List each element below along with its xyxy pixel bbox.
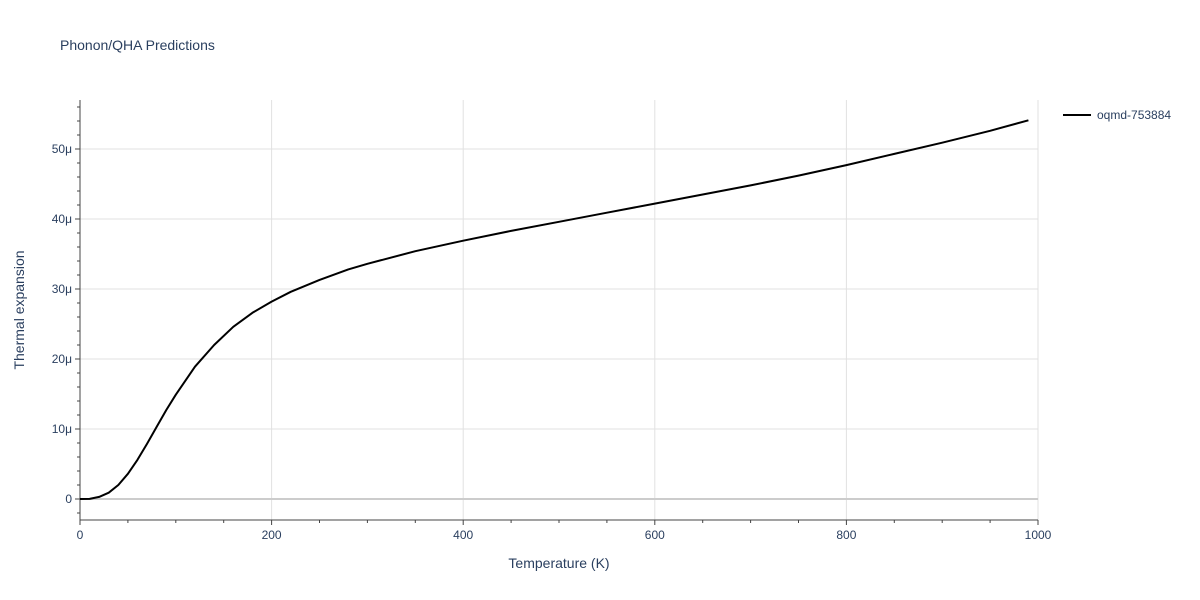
y-tick-label: 10μ	[52, 422, 72, 436]
series-layer	[79, 119, 1029, 500]
x-tick-label: 0	[77, 528, 84, 542]
x-tick-label: 200	[262, 528, 282, 542]
y-tick-label: 30μ	[52, 282, 72, 296]
y-tick-label: 40μ	[52, 212, 72, 226]
x-tick-label: 600	[645, 528, 665, 542]
y-tick-label: 0	[65, 492, 72, 506]
grid-layer	[80, 100, 1039, 520]
chart-title: Phonon/QHA Predictions	[60, 37, 215, 53]
x-axis-title: Temperature (K)	[508, 555, 609, 571]
legend[interactable]: oqmd-753884	[1063, 108, 1171, 122]
axes-layer: 0 200 400 600 800 1000 0 10μ 20μ 30μ 40μ 50μ	[52, 100, 1052, 542]
series-line-oqmd-753884	[79, 119, 1029, 500]
legend-label[interactable]: oqmd-753884	[1097, 108, 1171, 122]
y-tick-label: 50μ	[52, 142, 72, 156]
x-tick-label: 800	[836, 528, 856, 542]
y-tick-label: 20μ	[52, 352, 72, 366]
x-tick-label: 400	[453, 528, 473, 542]
x-tick-label: 1000	[1025, 528, 1052, 542]
y-axis-title: Thermal expansion	[11, 250, 27, 369]
